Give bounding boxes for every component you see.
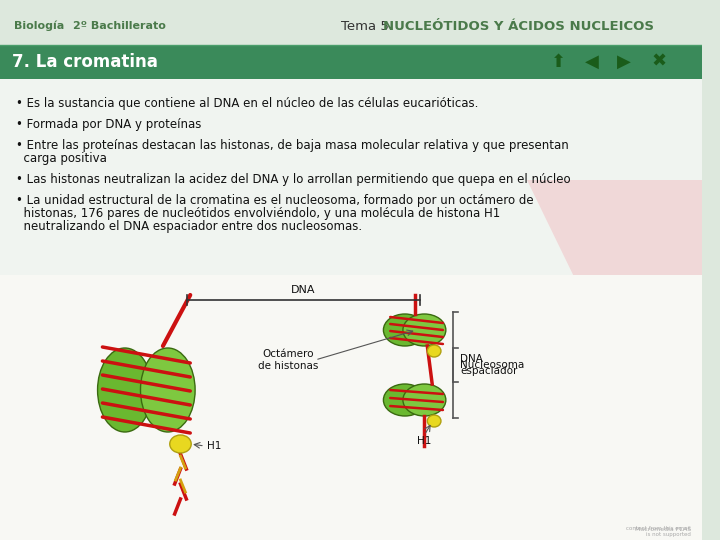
Text: 2º Bachillerato: 2º Bachillerato (73, 21, 166, 31)
Ellipse shape (170, 435, 192, 453)
Text: • La unidad estructural de la cromatina es el nucleosoma, formado por un octámer: • La unidad estructural de la cromatina … (16, 194, 534, 207)
Ellipse shape (427, 345, 441, 357)
Ellipse shape (403, 384, 446, 416)
Text: • Las histonas neutralizan la acidez del DNA y lo arrollan permitiendo que quepa: • Las histonas neutralizan la acidez del… (16, 173, 570, 186)
FancyBboxPatch shape (0, 0, 703, 45)
Text: ◀: ◀ (585, 53, 599, 71)
Text: Biología: Biología (14, 21, 64, 31)
Ellipse shape (384, 314, 426, 346)
Text: ⬆: ⬆ (551, 53, 566, 71)
Text: H1: H1 (417, 436, 431, 446)
Text: ▶: ▶ (618, 53, 631, 71)
Text: content from this email
is not supported: content from this email is not supported (626, 526, 690, 537)
Text: • Entre las proteínas destacan las histonas, de baja masa molecular relativa y q: • Entre las proteínas destacan las histo… (16, 139, 568, 152)
FancyBboxPatch shape (0, 45, 703, 79)
Text: H1: H1 (207, 441, 221, 451)
FancyBboxPatch shape (0, 0, 703, 540)
FancyBboxPatch shape (0, 275, 703, 540)
Text: NUCLEÓTIDOS Y ÁCIDOS NUCLEICOS: NUCLEÓTIDOS Y ÁCIDOS NUCLEICOS (384, 19, 654, 32)
Ellipse shape (384, 384, 426, 416)
Text: carga positiva: carga positiva (16, 152, 107, 165)
Text: histonas, 176 pares de nucleótidos envolviéndolo, y una molécula de histona H1: histonas, 176 pares de nucleótidos envol… (16, 207, 500, 220)
Ellipse shape (97, 348, 152, 432)
Text: DNA: DNA (291, 285, 315, 295)
Text: Macromedia FLAS: Macromedia FLAS (634, 527, 690, 532)
Text: ✖: ✖ (651, 53, 666, 71)
Text: Nucleosoma: Nucleosoma (461, 360, 525, 370)
Text: Tema 5.: Tema 5. (341, 19, 397, 32)
Text: neutralizando el DNA espaciador entre dos nucleosomas.: neutralizando el DNA espaciador entre do… (16, 220, 361, 233)
Text: • Formada por DNA y proteínas: • Formada por DNA y proteínas (16, 118, 201, 131)
Ellipse shape (427, 415, 441, 427)
Polygon shape (527, 180, 703, 540)
Text: DNA
espaciador: DNA espaciador (461, 354, 518, 376)
Ellipse shape (403, 314, 446, 346)
Text: • Es la sustancia que contiene al DNA en el núcleo de las células eucarióticas.: • Es la sustancia que contiene al DNA en… (16, 97, 478, 110)
Text: Octámero
de histonas: Octámero de histonas (258, 349, 318, 371)
Ellipse shape (140, 348, 195, 432)
Text: 7. La cromatina: 7. La cromatina (12, 53, 158, 71)
